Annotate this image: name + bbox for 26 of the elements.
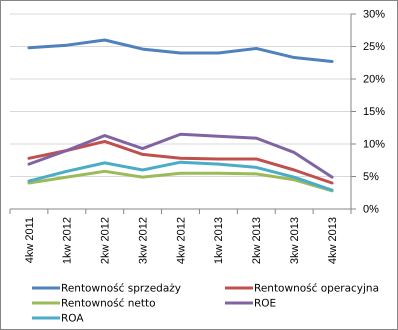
x-tick-label: 3kw 2012	[137, 217, 150, 264]
y-tick-label: 10%	[363, 138, 386, 151]
legend-label: Rentowność sprzedaży	[61, 282, 181, 295]
y-tick-label: 0%	[363, 204, 380, 216]
y-tick-label: 15%	[363, 106, 386, 118]
x-tick-label: 1kw 2013	[213, 217, 226, 264]
line-series	[27, 140, 334, 184]
x-tick-label: 4kw 2012	[175, 217, 188, 264]
legend-label: ROE	[254, 298, 276, 310]
x-tick-label: 2kw 2012	[100, 217, 112, 264]
x-tick-label: 4kw 2013	[326, 217, 339, 264]
legend-label: Rentowność netto	[61, 298, 156, 310]
line-series	[27, 160, 334, 192]
y-tick-label: 5%	[363, 171, 380, 184]
legend-label: Rentowność operacyjna	[254, 282, 380, 295]
legend-label: ROA	[61, 312, 84, 325]
line-series	[27, 132, 334, 179]
y-tick-label: 30%	[363, 8, 386, 21]
x-tick-label: 3kw 2013	[289, 217, 302, 264]
y-tick-label: 25%	[363, 41, 386, 54]
y-tick-label: 20%	[363, 74, 386, 86]
line-series	[27, 38, 334, 63]
x-tick-label: 2kw 2013	[251, 217, 264, 264]
x-tick-label: 4kw 2011	[24, 217, 36, 264]
line-series	[27, 170, 334, 192]
x-tick-label: 1kw 2012	[62, 217, 74, 264]
